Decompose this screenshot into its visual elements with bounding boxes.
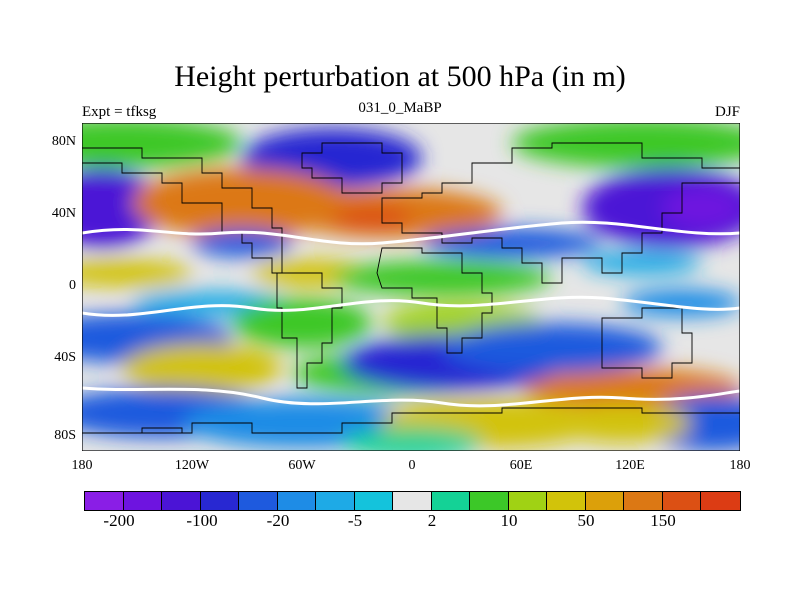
y-tick-label: 40S: [54, 350, 76, 365]
colorbar-label: -200: [103, 511, 135, 530]
x-tick-label: 120E: [615, 458, 645, 473]
colorbar-swatch: [508, 492, 547, 510]
colorbar-swatch: [701, 492, 740, 510]
colorbar-swatch: [316, 492, 355, 510]
colorbar-label: 50: [577, 511, 595, 530]
plot-title: Height perturbation at 500 hPa (in m): [174, 60, 626, 93]
colorbar-swatch: [470, 492, 509, 510]
colorbar-swatch: [162, 492, 201, 510]
colorbar-label: -5: [347, 511, 363, 530]
x-tick-label: 180: [729, 458, 751, 473]
colorbar: [84, 491, 741, 511]
experiment-label: Expt = tfksg: [82, 104, 157, 120]
colorbar-swatch: [547, 492, 586, 510]
x-tick-label: 60W: [288, 458, 316, 473]
y-tick-label: 0: [69, 278, 76, 293]
colorbar-swatch: [200, 492, 239, 510]
colorbar-label: -20: [266, 511, 290, 530]
x-tick-label: 60E: [509, 458, 533, 473]
y-tick-label: 40N: [51, 206, 76, 221]
colorbar-swatch: [393, 492, 432, 510]
x-tick-label: 180: [71, 458, 93, 473]
colorbar-swatch: [354, 492, 393, 510]
y-tick-label: 80N: [51, 134, 76, 149]
colorbar-swatch: [662, 492, 701, 510]
colorbar-label: 10: [500, 511, 518, 530]
colorbar-swatch: [239, 492, 278, 510]
colorbar-label: 2: [427, 511, 437, 530]
colorbar-swatch: [85, 492, 124, 510]
x-tick-label: 0: [408, 458, 416, 473]
season-label: DJF: [714, 104, 740, 120]
case-label: 031_0_MaBP: [358, 100, 442, 116]
colorbar-swatch: [431, 492, 470, 510]
colorbar-label: -100: [186, 511, 218, 530]
colorbar-swatch: [624, 492, 663, 510]
y-tick-label: 80S: [54, 428, 76, 443]
x-tick-label: 120W: [174, 458, 210, 473]
colorbar-swatch: [277, 492, 316, 510]
colorbar-label: 150: [650, 511, 676, 530]
height-perturbation-map: [82, 123, 740, 451]
colorbar-swatch: [123, 492, 162, 510]
colorbar-swatch: [585, 492, 624, 510]
